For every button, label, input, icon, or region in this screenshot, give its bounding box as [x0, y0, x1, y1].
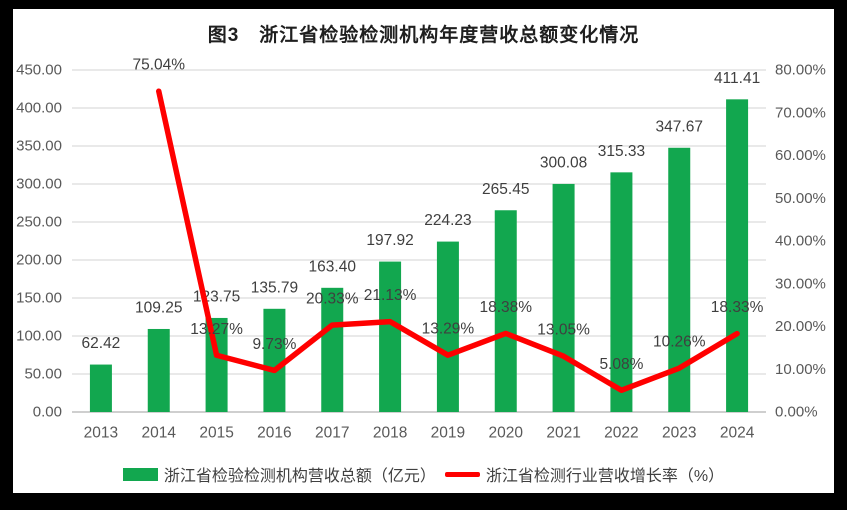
revenue-bar — [379, 261, 402, 412]
y-axis-tick-label: 50.00 — [24, 366, 62, 383]
revenue-bar — [263, 308, 286, 412]
x-axis-tick-label: 2018 — [373, 425, 407, 442]
y2-axis-tick-label: 70.00% — [775, 104, 826, 121]
growth-value-label: 10.26% — [653, 334, 706, 351]
revenue-bar — [610, 172, 633, 412]
y-axis-tick-label: 300.00 — [16, 176, 62, 193]
revenue-bar — [89, 364, 112, 412]
x-axis-tick-label: 2015 — [199, 425, 233, 442]
revenue-bar — [552, 183, 575, 412]
growth-value-label: 5.08% — [599, 356, 643, 373]
bar-value-label: 109.25 — [135, 299, 182, 316]
y-axis-tick-label: 150.00 — [16, 290, 62, 307]
growth-value-label: 18.33% — [711, 299, 764, 316]
growth-value-label: 9.73% — [252, 336, 296, 353]
x-axis-tick-label: 2017 — [315, 425, 349, 442]
bar-series-swatch-icon — [122, 467, 158, 481]
chart-title: 图3 浙江省检验检测机构年度营收总额变化情况 — [207, 25, 640, 46]
x-axis-tick-label: 2014 — [142, 425, 177, 442]
y-axis-tick-label: 350.00 — [16, 138, 62, 155]
growth-value-label: 13.05% — [537, 322, 590, 339]
growth-value-label: 13.27% — [190, 321, 243, 338]
growth-value-label: 20.33% — [306, 291, 359, 308]
y-axis-tick-label: 0.00 — [33, 404, 62, 421]
bar-value-label: 62.42 — [82, 335, 121, 352]
bar-value-label: 347.67 — [656, 118, 703, 135]
x-axis-tick-label: 2022 — [604, 425, 638, 442]
revenue-bar — [147, 328, 170, 412]
bar-value-label: 315.33 — [598, 143, 645, 160]
y-axis-tick-label: 450.00 — [16, 62, 62, 79]
y2-axis-tick-label: 40.00% — [775, 233, 826, 250]
legend-item-revenue: 浙江省检验检测机构营收总额（亿元） — [122, 462, 436, 486]
x-axis-tick-label: 2013 — [84, 425, 118, 442]
x-axis-tick-label: 2024 — [720, 425, 755, 442]
revenue-bar — [494, 210, 517, 412]
x-axis-tick-label: 2020 — [489, 425, 524, 442]
legend-label-revenue: 浙江省检验检测机构营收总额（亿元） — [163, 468, 436, 485]
chart-surface: 图3 浙江省检验检测机构年度营收总额变化情况 0.00 50.00 100.00 15… — [13, 9, 834, 493]
y-axis-tick-label: 200.00 — [16, 252, 62, 269]
y2-axis-tick-label: 80.00% — [775, 62, 826, 79]
growth-value-label: 18.38% — [479, 299, 532, 316]
growth-value-label: 75.04% — [132, 57, 185, 74]
y2-axis-tick-label: 30.00% — [775, 275, 826, 292]
bar-value-label: 163.40 — [309, 258, 357, 275]
y-axis-tick-label: 250.00 — [16, 214, 62, 231]
y-axis-tick-label: 100.00 — [16, 328, 62, 345]
x-axis-tick-label: 2021 — [546, 425, 580, 442]
bar-value-label: 265.45 — [482, 181, 529, 198]
x-axis-tick-label: 2023 — [662, 425, 696, 442]
y-axis-tick-label: 400.00 — [16, 100, 62, 117]
y2-axis-tick-label: 20.00% — [775, 318, 826, 335]
y2-axis-tick-label: 10.00% — [775, 361, 826, 378]
growth-line — [156, 88, 740, 394]
x-axis-tick-label: 2016 — [257, 425, 291, 442]
legend-label-growth: 浙江省检测行业营收增长率（%） — [485, 468, 725, 485]
growth-value-label: 21.13% — [364, 287, 417, 304]
bar-value-label: 300.08 — [540, 154, 587, 171]
y2-axis-tick-label: 50.00% — [775, 190, 826, 207]
y2-axis-tick-label: 60.00% — [775, 147, 826, 164]
bar-value-label: 224.23 — [424, 212, 471, 229]
legend-item-growth: 浙江省检测行业营收增长率（%） — [444, 462, 725, 486]
chart-legend: 浙江省检验检测机构营收总额（亿元） 浙江省检测行业营收增长率（%） — [13, 462, 834, 486]
y2-axis-tick-label: 0.00% — [775, 404, 818, 421]
growth-value-label: 13.29% — [422, 321, 475, 338]
chart-plot-canvas: 0.00 50.00 100.00 150.00 200.00 250.00 300.00 3… — [16, 57, 826, 442]
revenue-bar — [726, 99, 749, 412]
bar-value-label: 411.41 — [714, 70, 760, 87]
revenue-bar — [436, 241, 459, 412]
x-axis-tick-label: 2019 — [431, 425, 465, 442]
revenue-bar — [321, 287, 344, 412]
revenue-bar — [668, 147, 691, 412]
bar-value-label: 135.79 — [251, 279, 298, 296]
bar-value-label: 197.92 — [366, 232, 413, 249]
line-series-swatch-icon — [444, 471, 480, 477]
